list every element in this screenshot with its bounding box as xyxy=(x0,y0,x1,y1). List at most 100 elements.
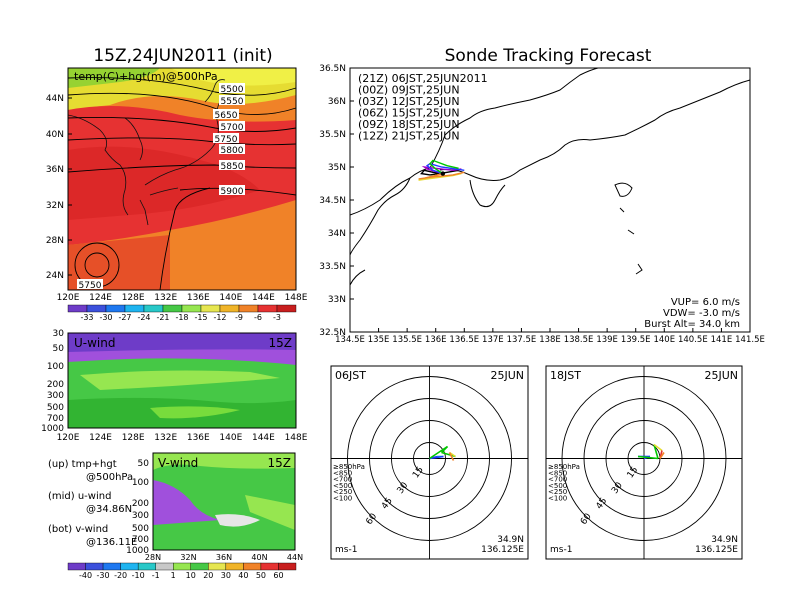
uwind-y-tick: 700 xyxy=(47,414,64,424)
vwind-y-tick: 200 xyxy=(132,499,149,509)
hodograph-time: 06JST xyxy=(335,369,366,382)
track-lon-tick: 140.5E xyxy=(678,335,708,345)
track-lon-tick: 140E xyxy=(653,335,675,345)
colorbar-swatch xyxy=(260,562,279,571)
uwind-frame xyxy=(67,332,297,429)
track-lon-tick: 138E xyxy=(539,335,561,345)
map-lat-tick: 24N xyxy=(46,271,64,281)
hodograph-lat: 34.9N xyxy=(711,535,738,545)
hodograph-level-key: ≥850hPa xyxy=(333,463,365,471)
map-temperature-field xyxy=(68,68,296,290)
hodograph-level-key: <100 xyxy=(548,495,567,503)
release-point-marker xyxy=(440,171,446,176)
note-line: (bot) v-wind xyxy=(48,524,108,535)
vwind-y-tick: 500 xyxy=(132,524,149,534)
colorbar-tick: -6 xyxy=(254,313,262,322)
contour-label: 5750 xyxy=(79,281,102,291)
uwind-x-axis: 120E 124E 128E 132E 136E 140E 144E 148E xyxy=(57,433,308,443)
contour-label: 5500 xyxy=(221,85,244,95)
map-lat-tick: 32N xyxy=(46,201,64,211)
map-lat-tick: 36N xyxy=(46,165,64,175)
colorbar-swatch xyxy=(102,562,121,571)
note-line: (up) tmp+hgt xyxy=(48,459,117,470)
hodograph-level-key: <500 xyxy=(548,482,567,490)
vwind-y-tick: 100 xyxy=(132,478,149,488)
colorbar-tick: -27 xyxy=(118,313,131,322)
colorbar-tick: 1 xyxy=(171,571,176,580)
hodograph-segment xyxy=(653,443,663,452)
track-lon-tick: 136.5E xyxy=(449,335,479,345)
colorbar-swatch xyxy=(278,562,297,571)
vwind-x-tick: 36N xyxy=(216,553,232,562)
track-lat-axis: 36.5N 36N 35.5N 35N 34.5N 34N 33.5N 33N 32.5N xyxy=(319,64,354,338)
hodograph-level-key: <250 xyxy=(548,488,567,496)
track-lat-tick: 36N xyxy=(328,97,346,107)
vwind-y-tick: 300 xyxy=(132,511,149,521)
colorbar-swatch xyxy=(67,304,88,313)
contour-label: 5650 xyxy=(215,111,238,121)
map-height-contours xyxy=(67,77,297,291)
colorbar-tick: -1 xyxy=(152,571,160,580)
uwind-y-tick: 100 xyxy=(47,362,64,372)
colorbar-tick: -9 xyxy=(235,313,243,322)
vwind-time: 15Z xyxy=(268,456,292,470)
contour-label: 5700 xyxy=(221,123,244,133)
vwind-x-axis: 28N 32N 36N 40N 44N xyxy=(145,553,303,562)
contour-label: 5550 xyxy=(221,97,244,107)
track-lon-tick: 141E xyxy=(711,335,733,345)
hodograph-level-key: <500 xyxy=(333,482,352,490)
map-lon-tick: 136E xyxy=(187,293,210,303)
colorbar-swatch xyxy=(238,304,259,313)
legend-entry: (12Z) 21JST,25JUN xyxy=(358,130,460,143)
colorbar-swatch xyxy=(173,562,191,571)
colorbar-tick: -30 xyxy=(97,571,110,580)
hodograph-time: 18JST xyxy=(550,369,581,382)
map-lat-tick: 28N xyxy=(46,236,64,246)
hodograph-segment xyxy=(653,444,659,459)
uwind-y-tick: 200 xyxy=(47,380,64,390)
track-series-line xyxy=(429,159,459,175)
hodograph-segment xyxy=(659,452,665,459)
colorbar-swatch xyxy=(276,304,297,313)
map-lon-tick: 140E xyxy=(219,293,242,303)
track-title: Sonde Tracking Forecast xyxy=(445,46,652,66)
colorbar-tick: -21 xyxy=(156,313,169,322)
colorbar-swatch xyxy=(67,562,86,571)
map-lon-tick: 124E xyxy=(89,293,112,303)
hodograph-level-key: ≥850hPa xyxy=(548,463,580,471)
map-lon-tick: 132E xyxy=(154,293,177,303)
uwind-x-tick: 120E xyxy=(57,433,80,443)
track-lat-tick: 32.5N xyxy=(319,328,346,338)
colorbar-tick: -20 xyxy=(114,571,127,580)
colorbar-tick: -24 xyxy=(137,313,150,322)
colorbar-tick: -18 xyxy=(175,313,188,322)
note-line: @500hPa xyxy=(86,472,133,483)
uwind-field xyxy=(68,333,296,428)
vwind-x-tick: 32N xyxy=(180,553,196,562)
uwind-y-tick: 50 xyxy=(53,344,65,354)
map-field-label: temp(C)+hgt(m)@500hPa xyxy=(74,70,218,83)
track-lat-tick: 36.5N xyxy=(319,64,346,74)
note-line: @136.11E xyxy=(86,537,137,548)
track-lat-tick: 35.5N xyxy=(319,130,346,140)
colorbar-swatch xyxy=(257,304,278,313)
legend-entry: (03Z) 12JST,25JUN xyxy=(358,95,460,108)
hodograph-level-key: <700 xyxy=(548,476,567,484)
vdw-text: VDW= -3.0 m/s xyxy=(663,308,740,319)
map-lon-axis: 120E 124E 128E 132E 136E 140E 144E 148E xyxy=(57,293,308,303)
map-lon-tick: 120E xyxy=(57,293,80,303)
hodograph-level-key: <850 xyxy=(333,469,352,477)
note-line: (mid) u-wind xyxy=(48,491,111,502)
uwind-label: U-wind xyxy=(74,336,115,350)
colorbar-swatch xyxy=(86,304,107,313)
colorbar-swatch xyxy=(243,562,262,571)
colorbar-swatch xyxy=(181,304,202,313)
wind-colorbar: -40 -30 -20 -10 -1 1 10 20 30 40 50 60 xyxy=(67,562,297,580)
note-line: @34.86N xyxy=(86,504,132,515)
contour-label: 5850 xyxy=(221,162,244,172)
vwind-x-tick: 40N xyxy=(251,553,267,562)
